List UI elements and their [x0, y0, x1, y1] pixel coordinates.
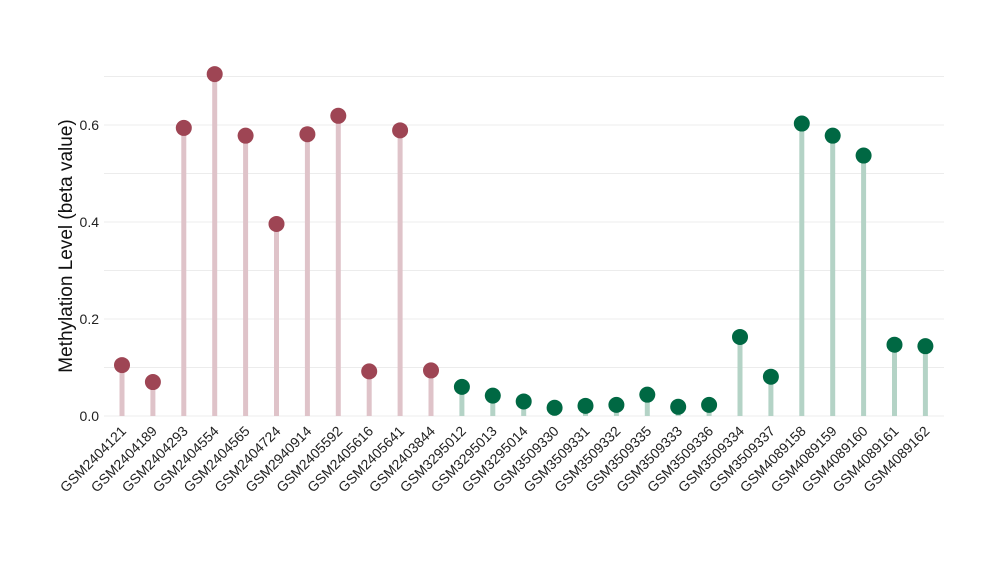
data-point [762, 368, 779, 385]
y-tick-label: 0.6 [80, 117, 100, 133]
data-point [670, 398, 687, 415]
data-point [423, 362, 439, 379]
data-point [330, 107, 347, 124]
gridlines [104, 76, 944, 417]
data-point [361, 363, 378, 380]
data-point [237, 127, 254, 144]
data-point [886, 336, 903, 353]
data-point [639, 386, 656, 403]
data-point [793, 115, 810, 132]
y-tick-label: 0.4 [80, 214, 100, 230]
data-point [608, 396, 625, 413]
points [114, 66, 934, 416]
data-point [392, 122, 409, 139]
data-point [855, 147, 872, 164]
data-point [206, 66, 223, 83]
data-point [114, 357, 130, 374]
data-point [484, 387, 501, 404]
data-point [577, 397, 594, 414]
data-point [453, 378, 470, 395]
data-point [701, 396, 718, 413]
data-point [824, 127, 841, 144]
y-axis-title: Methylation Level (beta value) [56, 119, 77, 372]
data-point [299, 126, 316, 143]
y-tick-label: 0.0 [80, 408, 100, 424]
data-point [732, 328, 748, 345]
x-axis-ticks: GSM2404121GSM2404189GSM2404293GSM2404554… [57, 423, 933, 496]
y-tick-label: 0.2 [80, 311, 100, 327]
data-point [917, 338, 934, 355]
data-point [515, 393, 532, 410]
data-point [268, 215, 285, 232]
y-axis-ticks: 0.0 0.2 0.4 0.6 [80, 117, 100, 424]
data-point [175, 119, 192, 136]
data-point [546, 399, 563, 416]
data-point [144, 374, 161, 391]
